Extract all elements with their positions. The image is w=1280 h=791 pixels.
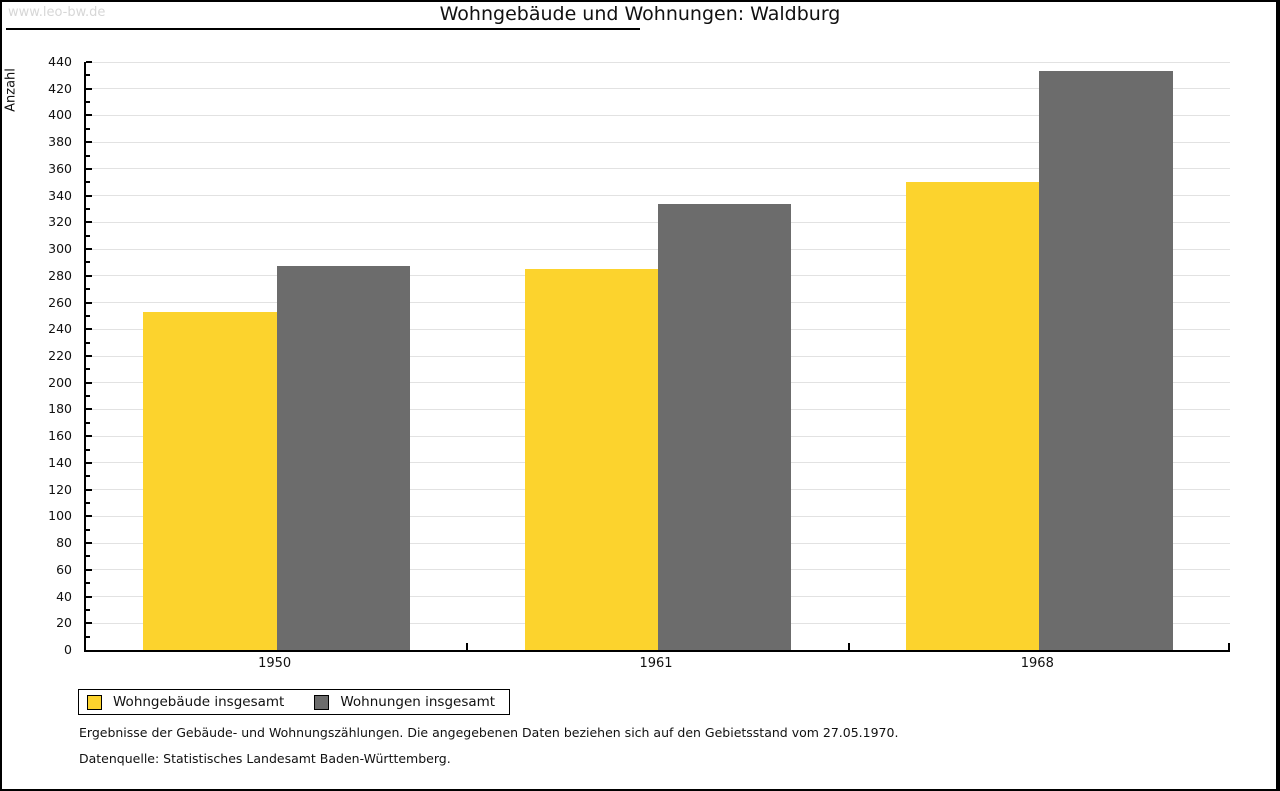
y-tick-label-260: 260 bbox=[48, 294, 72, 310]
y-minor-tick-30 bbox=[86, 608, 90, 611]
gridline-340 bbox=[86, 195, 1230, 197]
legend-swatch-wohnungen bbox=[314, 694, 330, 710]
y-tick-label-320: 320 bbox=[48, 214, 72, 230]
y-axis-labels: 0 20 40 60 80 100 120 140 160 180 200 220 240 260 280 3… bbox=[0, 54, 78, 657]
y-tick-label-180: 180 bbox=[48, 401, 72, 417]
header-rule bbox=[6, 28, 640, 30]
y-major-tick-180 bbox=[86, 408, 92, 411]
y-minor-tick-330 bbox=[86, 208, 90, 210]
y-minor-tick-370 bbox=[86, 154, 90, 157]
y-minor-tick-150 bbox=[86, 448, 90, 451]
y-tick-label-380: 380 bbox=[48, 134, 72, 150]
y-major-tick-300 bbox=[86, 248, 92, 251]
y-minor-tick-350 bbox=[86, 181, 90, 184]
bar-1961-wohngebaeude bbox=[524, 269, 658, 650]
y-tick-label-60: 60 bbox=[56, 561, 72, 577]
y-major-tick-420 bbox=[86, 87, 92, 90]
y-major-tick-140 bbox=[86, 461, 92, 464]
y-tick-label-40: 40 bbox=[56, 588, 72, 604]
legend-swatch-wohngebaeude bbox=[87, 694, 102, 710]
bar-1950-wohngebaeude bbox=[143, 311, 277, 650]
y-tick-label-240: 240 bbox=[48, 321, 72, 337]
y-minor-tick-10 bbox=[86, 635, 90, 638]
y-tick-label-360: 360 bbox=[48, 160, 72, 176]
bar-1968-wohngebaeude bbox=[905, 182, 1040, 650]
y-tick-label-0: 0 bbox=[64, 642, 72, 657]
y-tick-label-140: 140 bbox=[48, 454, 72, 470]
y-major-tick-40 bbox=[86, 595, 92, 598]
bar-1961-wohnungen bbox=[658, 203, 792, 650]
y-major-tick-60 bbox=[86, 568, 92, 571]
bar-1950-wohnungen bbox=[276, 266, 411, 650]
y-minor-tick-130 bbox=[86, 475, 90, 478]
gridline-380 bbox=[86, 141, 1230, 143]
y-minor-tick-390 bbox=[86, 127, 90, 130]
x-axis-end-cap bbox=[1228, 643, 1230, 650]
y-major-tick-320 bbox=[86, 221, 92, 224]
legend-label-wohngebaeude: Wohngebäude insgesamt bbox=[113, 694, 285, 710]
y-tick-label-100: 100 bbox=[48, 508, 72, 524]
y-tick-label-340: 340 bbox=[48, 187, 72, 203]
x-tick-label-1961: 1961 bbox=[639, 656, 673, 671]
y-minor-tick-70 bbox=[86, 555, 90, 558]
x-axis-tick-2 bbox=[847, 643, 850, 650]
gridline-420 bbox=[86, 88, 1230, 90]
y-minor-tick-290 bbox=[86, 261, 90, 264]
watermark: www.leo-bw.de bbox=[8, 5, 106, 20]
x-tick-label-1968: 1968 bbox=[1020, 656, 1054, 671]
gridline-360 bbox=[86, 168, 1230, 170]
y-tick-label-280: 280 bbox=[48, 267, 72, 283]
y-tick-label-220: 220 bbox=[48, 348, 72, 363]
y-major-tick-400 bbox=[86, 114, 92, 117]
y-tick-label-420: 420 bbox=[48, 80, 72, 96]
y-minor-tick-410 bbox=[86, 101, 90, 104]
y-minor-tick-170 bbox=[86, 421, 90, 424]
y-major-tick-280 bbox=[86, 274, 92, 277]
y-minor-tick-310 bbox=[86, 234, 90, 237]
footnote-source-note: Ergebnisse der Gebäude- und Wohnungszähl… bbox=[79, 725, 899, 740]
gridline-400 bbox=[86, 114, 1230, 116]
y-major-tick-120 bbox=[86, 488, 92, 491]
x-axis-tick-1 bbox=[466, 643, 469, 650]
y-major-tick-380 bbox=[86, 141, 92, 144]
y-tick-label-160: 160 bbox=[48, 428, 72, 444]
y-major-tick-200 bbox=[86, 381, 92, 384]
y-tick-label-80: 80 bbox=[56, 535, 72, 551]
y-tick-label-400: 400 bbox=[48, 107, 72, 123]
y-major-tick-220 bbox=[86, 355, 92, 357]
y-major-tick-160 bbox=[86, 435, 92, 438]
y-minor-tick-50 bbox=[86, 582, 90, 585]
y-minor-tick-110 bbox=[86, 502, 90, 504]
y-major-tick-260 bbox=[86, 301, 92, 304]
y-minor-tick-90 bbox=[86, 528, 90, 531]
chart-title: Wohngebäude und Wohnungen: Waldburg bbox=[439, 3, 841, 25]
y-minor-tick-190 bbox=[86, 395, 90, 398]
y-tick-label-440: 440 bbox=[48, 54, 72, 69]
y-major-tick-240 bbox=[86, 328, 92, 331]
x-axis-labels: 1950 1961 1968 bbox=[84, 656, 1230, 674]
footnote-data-source: Datenquelle: Statistisches Landesamt Bad… bbox=[79, 751, 451, 766]
y-tick-label-200: 200 bbox=[48, 374, 72, 390]
y-major-tick-20 bbox=[86, 622, 92, 625]
y-major-tick-80 bbox=[86, 542, 92, 545]
gridline-440 bbox=[86, 61, 1230, 63]
y-minor-tick-250 bbox=[86, 314, 90, 317]
y-major-tick-340 bbox=[86, 194, 92, 197]
plot-area bbox=[84, 61, 1230, 652]
y-minor-tick-270 bbox=[86, 288, 90, 291]
y-tick-label-20: 20 bbox=[56, 615, 72, 631]
y-tick-label-300: 300 bbox=[48, 241, 72, 257]
y-major-tick-100 bbox=[86, 515, 92, 518]
legend-label-wohnungen: Wohnungen insgesamt bbox=[340, 694, 496, 710]
y-major-tick-360 bbox=[86, 167, 92, 170]
bar-1968-wohnungen bbox=[1039, 71, 1173, 650]
x-tick-label-1950: 1950 bbox=[258, 656, 292, 671]
y-minor-tick-230 bbox=[86, 341, 90, 344]
legend: Wohngebäude insgesamt Wohnungen insgesam… bbox=[78, 689, 511, 715]
y-tick-label-120: 120 bbox=[48, 481, 72, 497]
y-minor-tick-430 bbox=[86, 74, 90, 77]
y-major-tick-440 bbox=[86, 61, 92, 63]
footnotes: Ergebnisse der Gebäude- und Wohnungszähl… bbox=[79, 726, 1219, 778]
y-minor-tick-210 bbox=[86, 368, 90, 371]
